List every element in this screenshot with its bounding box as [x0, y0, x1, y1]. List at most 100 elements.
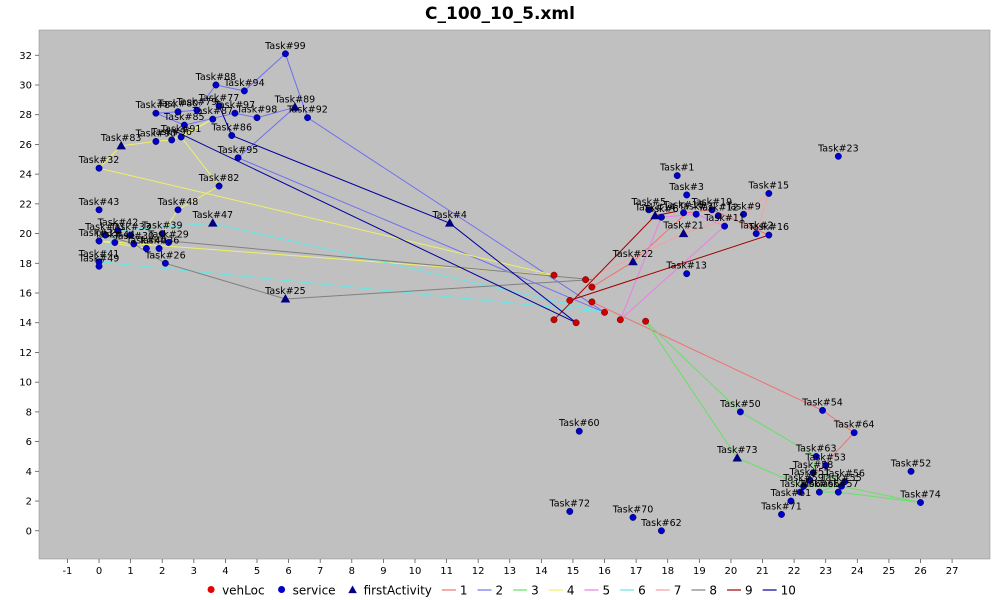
- service-point: [645, 206, 653, 214]
- task-label: Task#12: [697, 203, 739, 214]
- legend-label-9: 9: [745, 584, 753, 598]
- vehicle-location-point: [588, 298, 596, 306]
- task-label: Task#2: [738, 221, 774, 232]
- legend-label-1: 1: [460, 584, 468, 598]
- task-label: Task#6: [643, 204, 679, 215]
- x-tick-label: 9: [380, 566, 386, 577]
- legend-symbol-service: [278, 586, 286, 593]
- task-label: Task#3: [668, 182, 704, 193]
- task-label: Task#31: [84, 222, 126, 233]
- x-tick-label: 13: [503, 566, 516, 577]
- y-tick-label: 4: [26, 467, 32, 478]
- points: [95, 50, 924, 535]
- service-point: [152, 109, 160, 117]
- service-point: [800, 482, 808, 490]
- task-label: Task#87: [191, 106, 233, 117]
- x-tick-label: 23: [819, 566, 832, 577]
- legend-label-7: 7: [674, 584, 682, 598]
- task-label: Task#29: [147, 229, 189, 240]
- task-label: Task#15: [748, 180, 790, 191]
- task-label: Task#48: [157, 197, 199, 208]
- first-activity-marker: [678, 228, 689, 238]
- x-tick-label: 19: [693, 566, 706, 577]
- task-label: Task#98: [236, 105, 278, 116]
- task-label: Task#74: [899, 490, 941, 501]
- first-activity-marker: [732, 452, 742, 462]
- service-point: [752, 230, 760, 238]
- task-label: Task#14: [634, 203, 676, 214]
- x-tick-label: 14: [535, 566, 548, 577]
- service-point: [304, 114, 312, 122]
- task-label: Task#92: [286, 105, 328, 116]
- axes: -1 0 1 2 3 4 5 6 7 8 9 10 11 12 13 14 15 16 17 18 19 20 21 22 23…: [19, 51, 958, 577]
- legend-symbol-firstActivity: [348, 585, 357, 594]
- task-label: Task#58: [792, 460, 834, 471]
- y-tick-label: 0: [26, 526, 32, 537]
- service-point: [787, 497, 795, 505]
- service-point: [215, 182, 223, 190]
- service-point: [838, 482, 845, 490]
- service-point: [158, 230, 166, 238]
- service-point: [193, 106, 201, 114]
- task-label: Task#36: [138, 235, 180, 246]
- task-label: Task#57: [817, 479, 859, 490]
- service-point: [114, 227, 122, 235]
- service-point: [721, 222, 729, 230]
- task-label: Task#97: [214, 100, 256, 111]
- task-label: Task#55: [820, 473, 862, 484]
- task-label: Task#5: [631, 197, 667, 208]
- task-label: Task#99: [264, 41, 306, 52]
- first-activity-marker: [650, 210, 660, 220]
- route-line-9: [569, 234, 769, 301]
- first-activity-marker: [444, 218, 455, 227]
- service-point: [796, 488, 804, 496]
- vehicle-location-point: [601, 308, 608, 316]
- legend-label-10: 10: [781, 584, 796, 598]
- legend-label-2: 2: [496, 584, 504, 598]
- task-label: Task#23: [817, 143, 859, 154]
- service-point: [111, 239, 119, 246]
- service-point: [806, 476, 814, 484]
- legend-label-firstActivity: firstActivity: [364, 584, 432, 598]
- service-point: [673, 172, 681, 180]
- first-activity-marker: [208, 218, 218, 227]
- task-label: Task#19: [691, 197, 733, 208]
- vehicle-location-point: [566, 296, 574, 304]
- task-label: Task#59: [782, 473, 824, 484]
- y-tick-label: 22: [19, 199, 32, 210]
- y-tick-label: 2: [26, 497, 32, 508]
- task-label: Task#50: [719, 399, 761, 410]
- task-label: Task#49: [78, 253, 120, 264]
- service-point: [834, 152, 842, 160]
- x-tick-label: 27: [946, 566, 959, 577]
- service-point: [212, 81, 220, 89]
- x-tick-label: 3: [191, 566, 197, 577]
- x-tick-label: 12: [472, 566, 485, 577]
- task-label: Task#11: [703, 213, 745, 224]
- legend-label-5: 5: [602, 584, 610, 598]
- task-label: Task#73: [716, 445, 758, 456]
- legend: vehLoc service firstActivity 1 2 3 4 5 6 7 8 9 10: [207, 584, 796, 598]
- service-point: [683, 270, 691, 278]
- x-tick-label: 15: [567, 566, 580, 577]
- service-point: [575, 427, 583, 435]
- chart-title: C_100_10_5.xml: [425, 4, 575, 24]
- service-point: [95, 206, 103, 214]
- service-point: [683, 191, 691, 199]
- task-label: Task#70: [612, 504, 654, 515]
- route-line-10: [171, 129, 577, 324]
- service-point: [566, 507, 574, 515]
- service-point: [253, 114, 261, 122]
- task-label: Task#96: [150, 127, 192, 138]
- task-label: Task#51: [789, 467, 831, 478]
- task-label: Task#41: [78, 249, 120, 260]
- y-tick-label: 20: [19, 229, 32, 240]
- task-label: Task#62: [640, 518, 682, 529]
- first-activity-marker: [290, 102, 300, 111]
- legend-label-3: 3: [531, 584, 539, 598]
- task-label: Task#94: [223, 78, 265, 89]
- route-line-10: [218, 105, 577, 324]
- service-point: [228, 132, 236, 139]
- service-point: [907, 467, 915, 475]
- route-line-2: [155, 52, 605, 313]
